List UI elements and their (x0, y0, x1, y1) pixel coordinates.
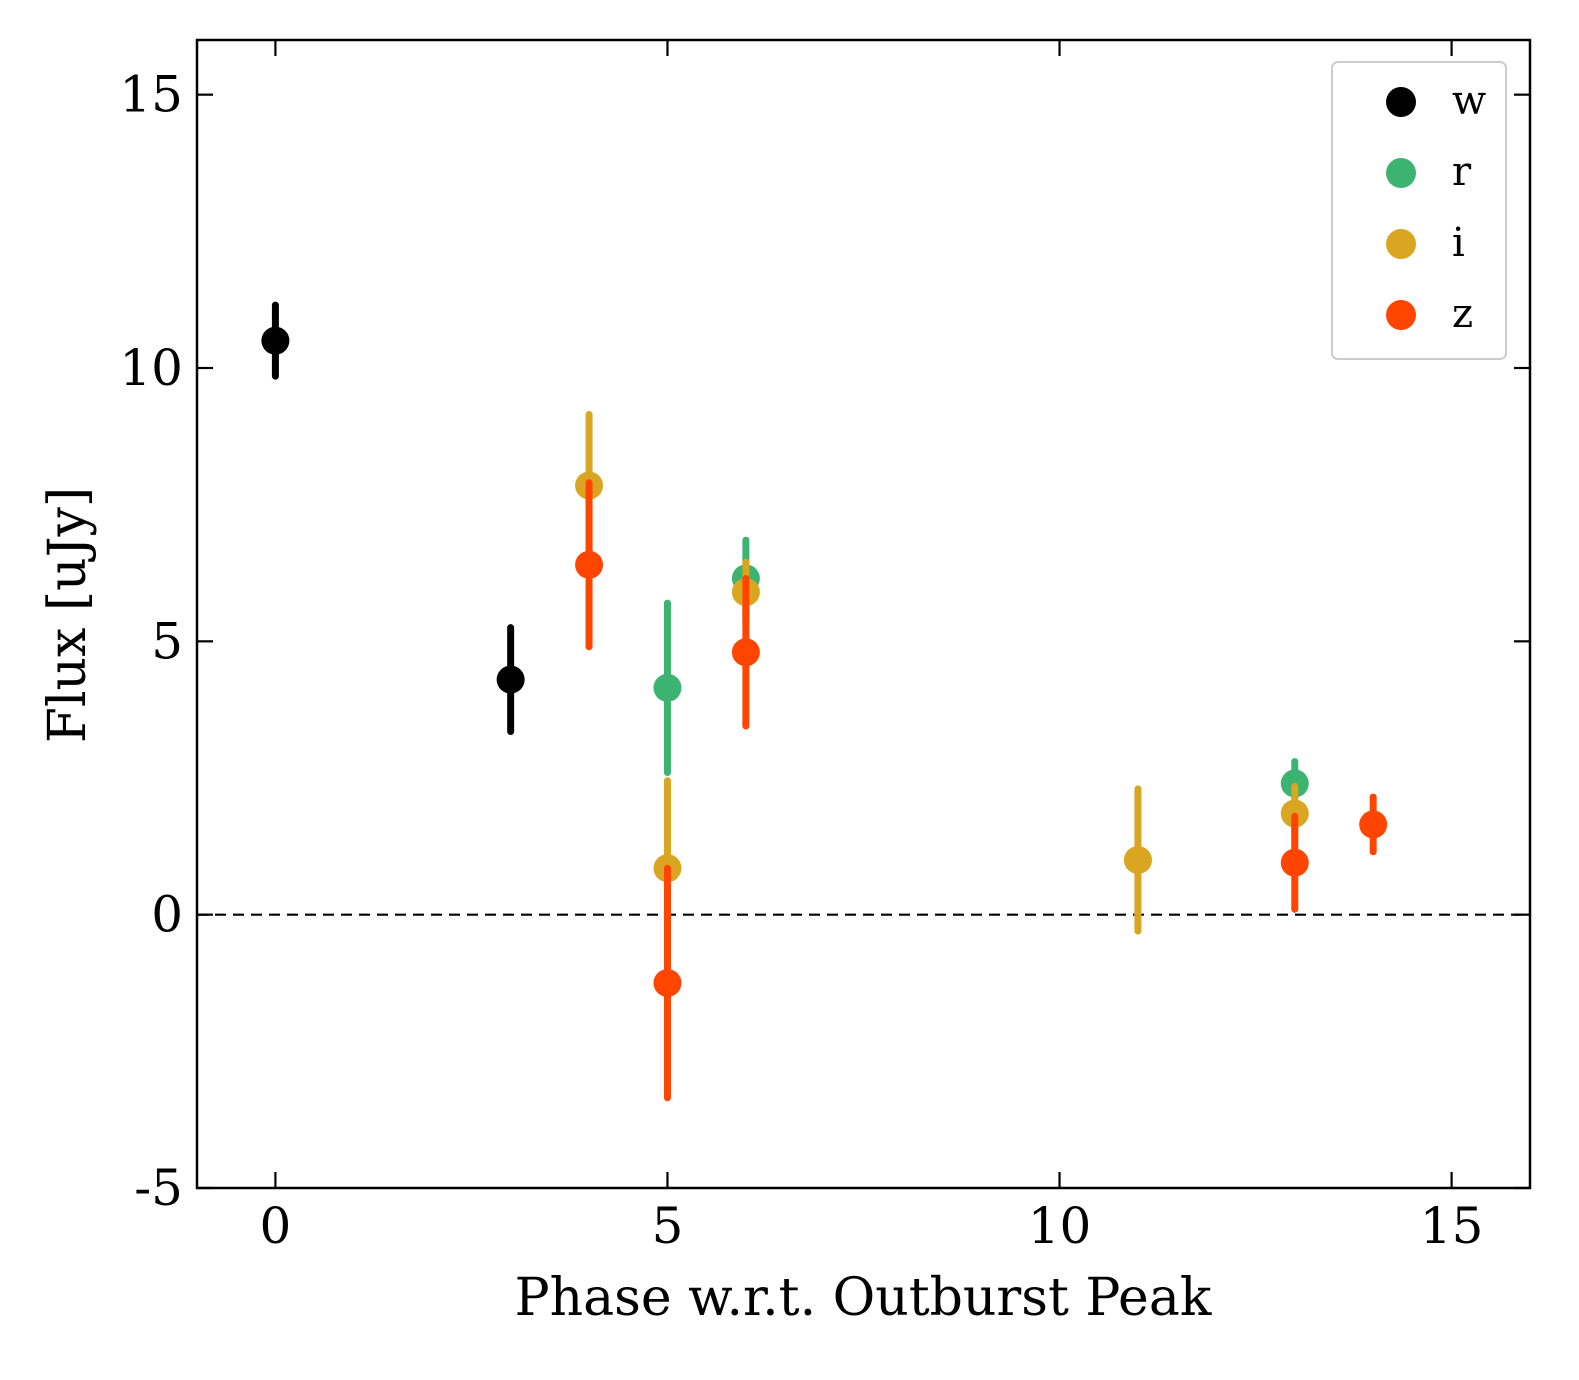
data-point-z (1359, 810, 1388, 839)
data-point-z (731, 638, 760, 667)
plot-frame (195, 38, 1532, 1190)
series-z (575, 479, 1388, 1102)
y-tick-label: 15 (119, 66, 183, 124)
x-tick-label: 15 (1420, 1197, 1484, 1255)
legend-marker-i (1386, 229, 1416, 259)
x-axis-label: Phase w.r.t. Outburst Peak (515, 1268, 1212, 1328)
data-point-w (496, 665, 525, 694)
legend-frame (1331, 61, 1507, 360)
data-point-z (1280, 848, 1309, 877)
x-tick-label: 0 (260, 1197, 292, 1255)
y-tick-label: 5 (151, 612, 183, 670)
data-point-z (653, 969, 682, 997)
y-tick-labels: -5 0 5 10 15 (119, 66, 183, 1217)
y-tick-label: 10 (119, 339, 183, 397)
y-axis-label: Flux [uJy] (38, 487, 98, 743)
legend-marker-w (1386, 87, 1416, 117)
y-tick-label: 0 (151, 886, 183, 944)
data-point-z (575, 550, 604, 579)
y-tick-label: -5 (134, 1159, 183, 1217)
x-tick-label: 10 (1028, 1197, 1092, 1255)
legend-marker-z (1386, 300, 1416, 330)
legend-label-i: i (1452, 220, 1465, 266)
legend-marker-r (1386, 158, 1416, 188)
legend-label-w: w (1452, 78, 1486, 124)
data-point-i (1123, 846, 1152, 874)
x-tick-labels: 0 5 10 15 (260, 1197, 1484, 1255)
legend-label-r: r (1452, 149, 1472, 195)
data-point-r (653, 673, 682, 702)
x-tick-label: 5 (652, 1197, 684, 1255)
legend-label-z: z (1452, 291, 1473, 337)
data-markers (261, 301, 1388, 1102)
series-w (261, 301, 525, 736)
data-point-w (261, 326, 290, 355)
